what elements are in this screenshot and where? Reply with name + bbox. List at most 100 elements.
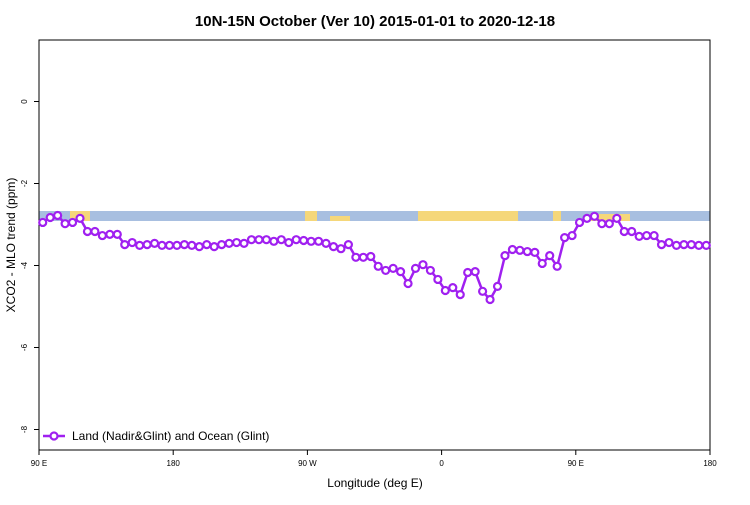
y-tick-label: -2 [20,179,29,187]
data-point [217,239,227,250]
data-point [343,239,354,250]
data-point [664,237,674,248]
data-point [582,213,592,223]
data-point [82,226,93,237]
data-point [53,210,63,221]
data-point [120,239,130,250]
data-point [537,258,547,269]
data-point [60,219,70,229]
data-point [619,226,629,237]
data-point [224,238,234,248]
data-point [649,230,659,241]
data-point [313,236,324,246]
data-point [164,240,175,251]
data-point [291,235,301,245]
data-point [231,237,242,248]
data-point [552,261,562,271]
data-point [567,230,577,241]
data-point [38,217,48,228]
data-point [612,213,622,223]
chart-title: 10N-15N October (Ver 10) 2015-01-01 to 2… [195,13,555,30]
data-point [530,247,540,257]
data-point [90,226,100,237]
data-point [463,267,473,278]
data-point [209,242,219,252]
data-point [395,267,406,277]
data-point [261,235,271,245]
x-tick-label: 90 W [298,459,317,468]
data-point [142,239,152,250]
data-point [701,240,711,251]
data-point [574,217,585,228]
data-point [589,211,600,221]
data-point [328,242,339,252]
data-point [604,219,614,229]
data-point [634,231,644,241]
y-tick-label: -4 [20,261,29,269]
data-point [105,229,115,239]
data-point [187,240,197,251]
data-point [246,235,257,245]
data-point [381,265,391,276]
data-point [269,236,279,246]
data-point [410,263,421,273]
data-point [239,238,249,248]
data-point [425,265,436,276]
data-point [366,251,376,262]
data-point [522,246,532,257]
data-point [694,240,704,251]
data-point [403,278,413,289]
data-point [492,281,503,292]
legend-marker [49,431,59,441]
data-point [45,212,55,223]
data-point [478,286,488,296]
data-point [194,242,204,252]
data-point [679,239,689,250]
data-point [254,235,264,245]
data-point [418,260,428,270]
data-point [75,213,85,223]
data-point [299,235,309,246]
data-point [671,240,682,251]
data-point [157,240,167,251]
data-point [656,239,667,250]
data-point [149,238,160,248]
data-point [373,261,383,271]
data-point [127,237,137,248]
x-tick-label: 180 [167,459,181,468]
data-point [686,239,696,250]
data-point [336,244,346,254]
data-point [351,252,361,262]
data-point [202,239,212,250]
data-point [597,219,607,229]
data-point [485,294,495,305]
data-point [560,233,570,243]
x-tick-label: 180 [703,459,717,468]
data-point [470,267,480,277]
y-tick-label: -8 [20,425,29,433]
legend-label: Land (Nadir&Glint) and Ocean (Glint) [72,429,269,443]
data-point [448,283,458,293]
data-point [276,235,286,245]
data-point [135,240,145,251]
x-tick-label: 0 [439,459,444,468]
data-point [642,230,652,241]
data-point [97,230,107,241]
data-point [67,217,78,228]
data-point [112,229,122,239]
data-point [172,240,182,251]
data-point [433,274,443,285]
x-tick-label: 90 E [568,459,584,468]
x-tick-label: 90 E [31,459,47,468]
data-point [627,226,637,237]
data-point [515,245,525,255]
data-point [507,244,518,255]
data-point [545,251,555,261]
data-point [179,239,189,250]
x-axis-label: Longitude (deg E) [327,476,422,490]
data-point [388,263,398,273]
y-tick-label: -6 [20,343,29,351]
data-point [500,251,510,261]
data-point [321,238,331,248]
